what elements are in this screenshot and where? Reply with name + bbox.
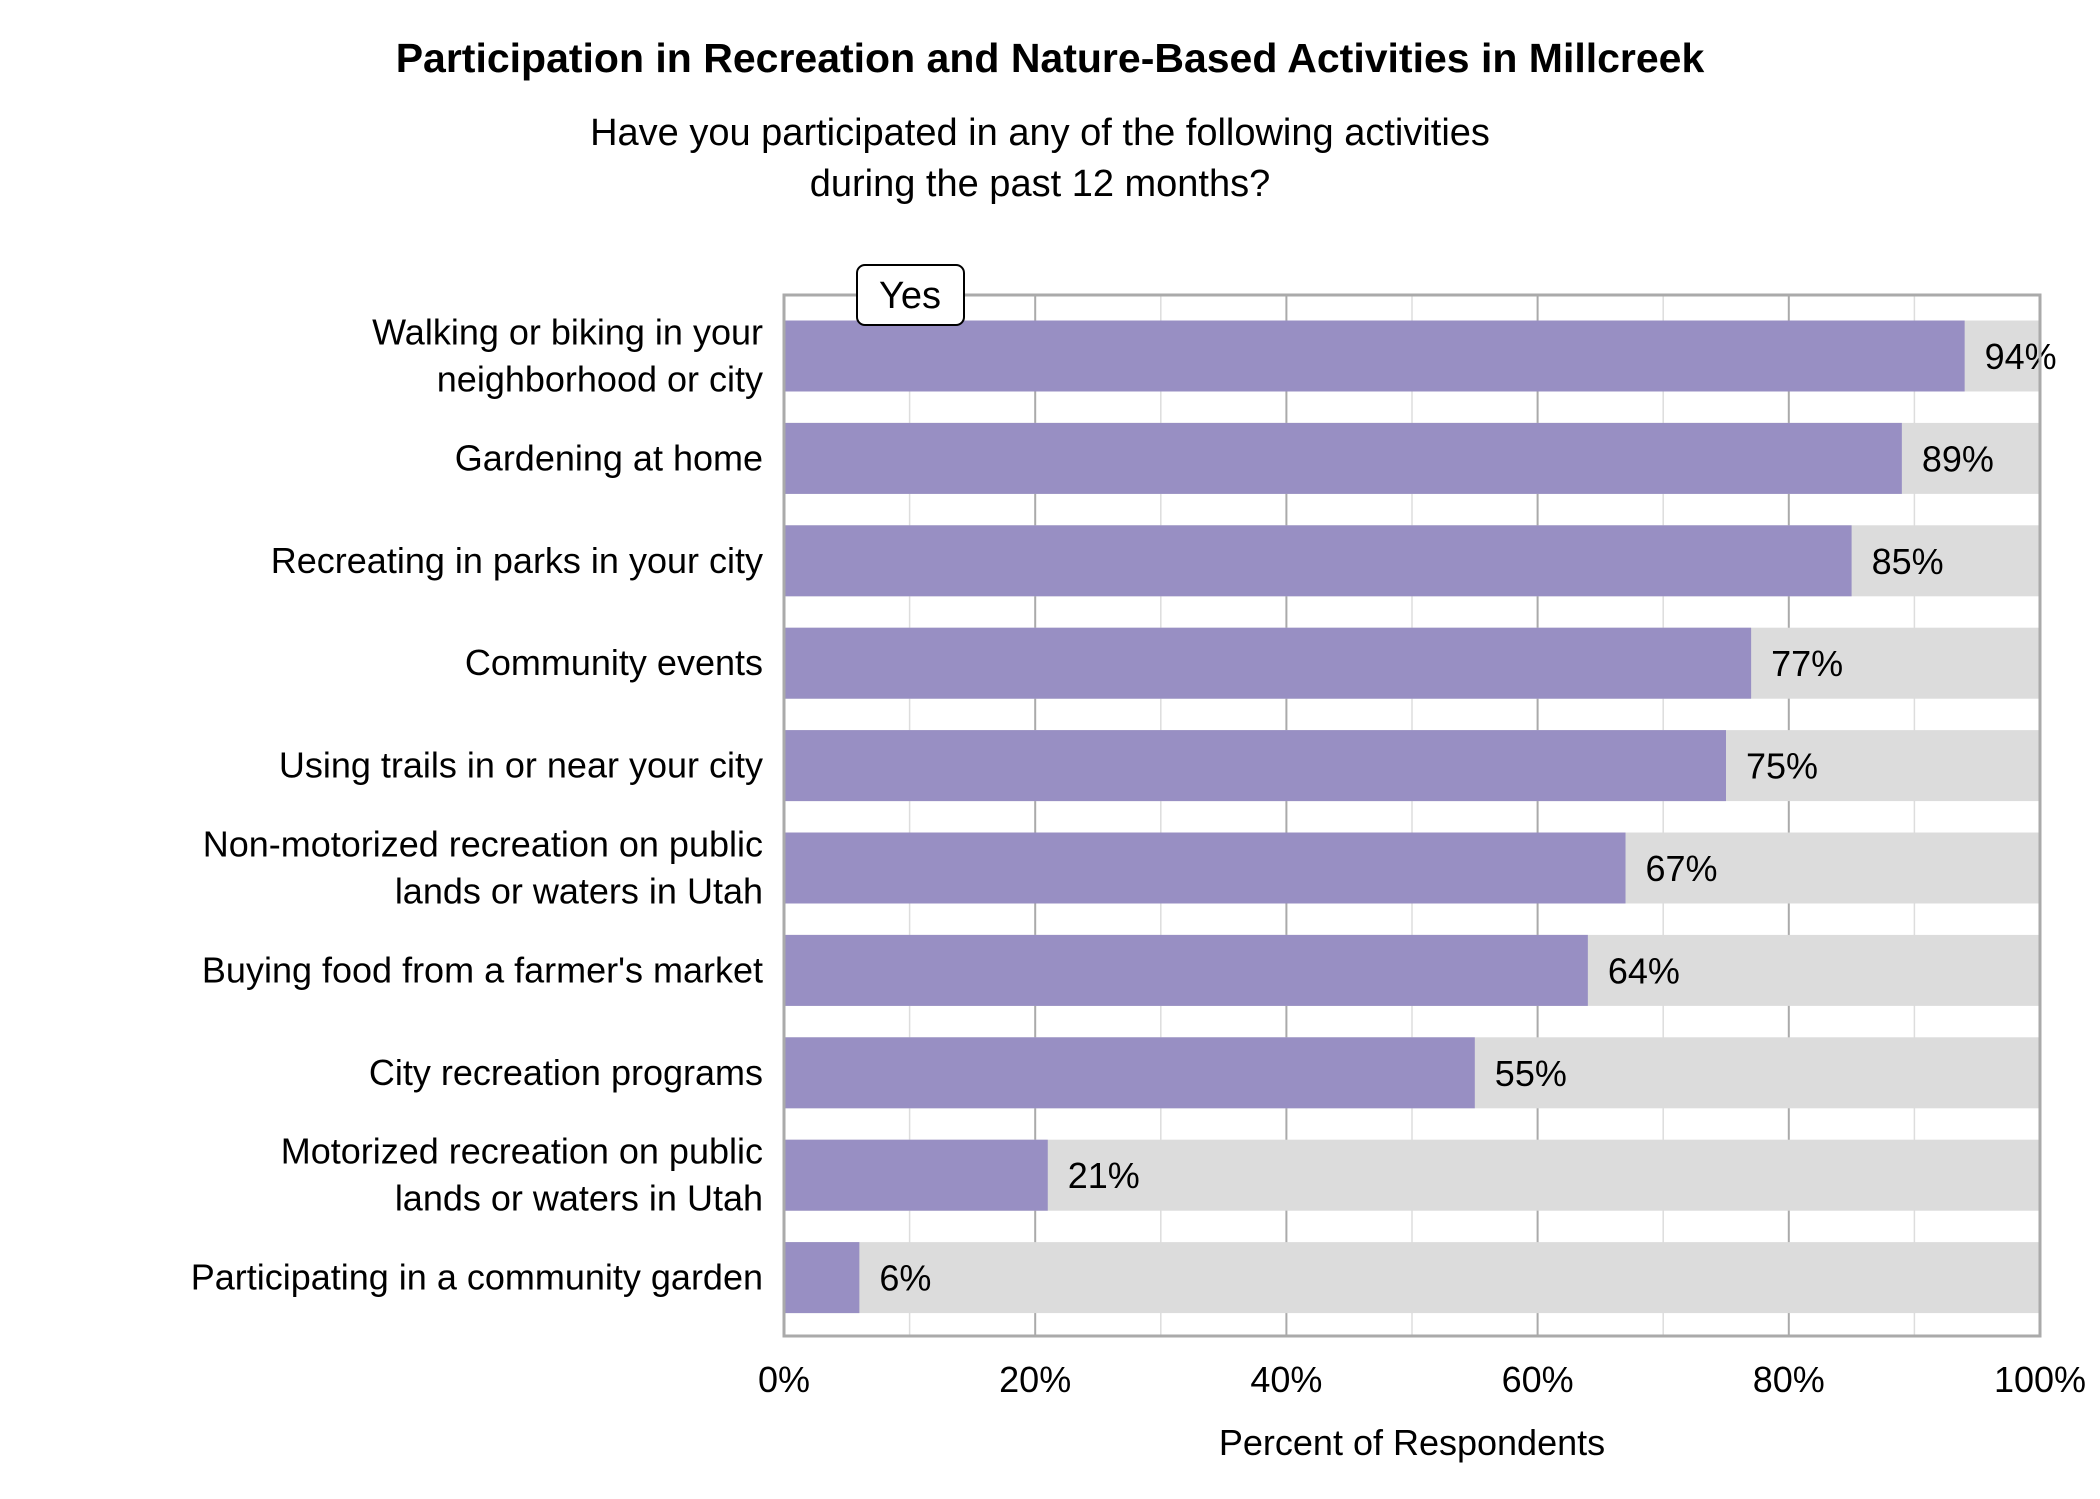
bar-yes bbox=[784, 525, 1852, 597]
data-label: 85% bbox=[1872, 541, 1944, 582]
plot-frame bbox=[782, 293, 2042, 1338]
category-label: lands or waters in Utah bbox=[395, 1178, 763, 1219]
bar-yes bbox=[784, 1037, 1475, 1109]
bar-yes bbox=[784, 934, 1588, 1006]
x-tick-labels: 0% 20% 40% 60% 80% 100% bbox=[758, 1359, 2086, 1400]
category-label: Motorized recreation on public bbox=[281, 1131, 763, 1172]
category-label: Community events bbox=[465, 642, 763, 683]
data-label: 64% bbox=[1608, 950, 1680, 991]
category-label: Participating in a community garden bbox=[191, 1257, 763, 1298]
x-tick-label: 60% bbox=[1502, 1359, 1574, 1400]
x-tick-label: 80% bbox=[1753, 1359, 1825, 1400]
data-label: 55% bbox=[1495, 1053, 1567, 1094]
category-label: Using trails in or near your city bbox=[279, 745, 763, 786]
data-label: 77% bbox=[1771, 643, 1843, 684]
data-label: 75% bbox=[1746, 746, 1818, 787]
data-label: 94% bbox=[1985, 336, 2057, 377]
legend-label: Yes bbox=[879, 275, 941, 317]
bar-yes bbox=[784, 730, 1726, 802]
bar-remainder bbox=[784, 1242, 2040, 1314]
data-label: 67% bbox=[1646, 848, 1718, 889]
x-tick-label: 20% bbox=[999, 1359, 1071, 1400]
chart-subtitle-line-2: during the past 12 months? bbox=[810, 163, 1271, 205]
x-axis-label: Percent of Respondents bbox=[1219, 1422, 1605, 1463]
bar-yes bbox=[784, 627, 1752, 699]
category-labels: Walking or biking in your neighborhood or… bbox=[191, 312, 763, 1298]
category-label: lands or waters in Utah bbox=[395, 871, 763, 912]
bar-yes bbox=[784, 320, 1965, 392]
category-label: Gardening at home bbox=[455, 437, 763, 478]
legend-box bbox=[856, 264, 965, 326]
bar-yes bbox=[784, 1242, 860, 1314]
bar-yes bbox=[784, 422, 1902, 494]
category-label: Non-motorized recreation on public bbox=[203, 824, 763, 865]
data-label: 89% bbox=[1922, 438, 1994, 479]
category-label: Walking or biking in your bbox=[372, 312, 763, 353]
legend: Yes bbox=[856, 264, 965, 326]
x-tick-label: 0% bbox=[758, 1359, 810, 1400]
chart-title: Participation in Recreation and Nature-B… bbox=[396, 35, 1705, 81]
bars: 94% 89% 85% 77% 75% 67% 64% 55% 21% 6% bbox=[784, 320, 2057, 1314]
category-label: Recreating in parks in your city bbox=[271, 540, 763, 581]
data-label: 21% bbox=[1068, 1155, 1140, 1196]
x-tick-label: 40% bbox=[1250, 1359, 1322, 1400]
category-label: neighborhood or city bbox=[437, 359, 763, 400]
bar-yes bbox=[784, 832, 1626, 904]
x-tick-label: 100% bbox=[1994, 1359, 2086, 1400]
chart-subtitle-line-1: Have you participated in any of the foll… bbox=[590, 112, 1490, 154]
data-label: 6% bbox=[879, 1258, 931, 1299]
category-label: Buying food from a farmer's market bbox=[202, 949, 763, 990]
category-label: City recreation programs bbox=[369, 1052, 763, 1093]
bar-yes bbox=[784, 1139, 1048, 1211]
